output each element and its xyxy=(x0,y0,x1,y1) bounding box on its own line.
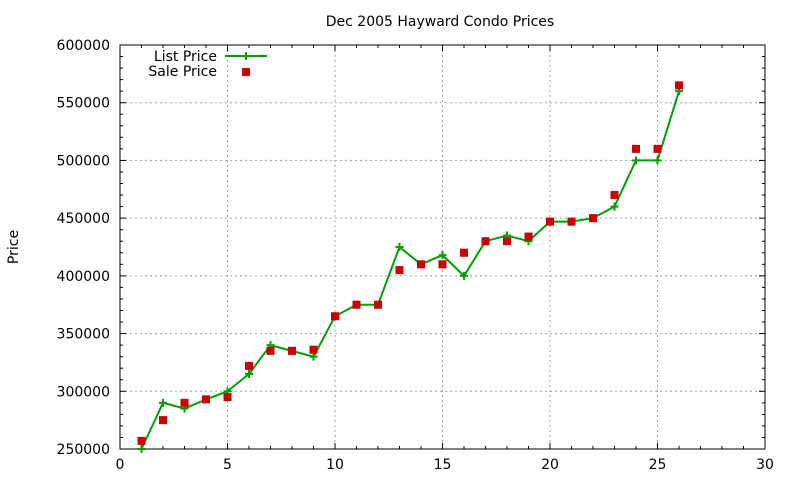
x-tick-label: 10 xyxy=(326,457,344,473)
y-tick-label: 500000 xyxy=(57,153,110,169)
sale-price-point xyxy=(245,361,253,370)
legend-label-sale-price: Sale Price xyxy=(148,64,217,80)
sale-price-point xyxy=(610,191,619,200)
sale-price-point xyxy=(223,393,232,402)
sale-price-point xyxy=(331,312,339,321)
sale-price-point xyxy=(202,395,210,404)
sale-price-point xyxy=(309,345,318,354)
sale-price-point xyxy=(180,398,189,407)
legend-plus-marker xyxy=(242,52,250,60)
sale-price-point xyxy=(395,266,404,275)
y-tick-label: 600000 xyxy=(57,38,110,54)
sale-price-point xyxy=(567,217,576,226)
list-price-point xyxy=(632,156,640,165)
sale-price-point xyxy=(159,416,167,425)
x-tick-label: 0 xyxy=(116,457,125,473)
sale-price-point xyxy=(546,217,554,226)
x-tick-label: 5 xyxy=(223,457,232,473)
legend: List Price Sale Price xyxy=(148,49,267,80)
list-price-point xyxy=(653,156,662,165)
sale-price-point xyxy=(137,436,146,445)
sale-price-point xyxy=(374,300,382,309)
y-tick-label: 400000 xyxy=(57,269,110,285)
list-price-point xyxy=(610,202,619,211)
list-price-line xyxy=(140,90,680,450)
list-price-point xyxy=(245,369,253,378)
chart-title: Dec 2005 Hayward Condo Prices xyxy=(326,14,554,30)
sale-price-point xyxy=(524,232,533,241)
y-tick-label: 300000 xyxy=(57,384,110,400)
sale-price-point xyxy=(352,300,361,309)
x-tick-label: 15 xyxy=(434,457,452,473)
legend-label-list-price: List Price xyxy=(154,49,217,65)
x-tick-label: 30 xyxy=(756,457,774,473)
sale-price-point xyxy=(460,248,468,257)
y-tick-label: 550000 xyxy=(57,96,110,112)
sale-price-point xyxy=(438,260,447,269)
sale-price-point xyxy=(503,237,511,246)
sale-price-point xyxy=(266,346,275,355)
x-tick-label: 20 xyxy=(541,457,559,473)
legend-square-sample xyxy=(242,68,250,76)
y-tick-label: 450000 xyxy=(57,211,110,227)
list-price-point xyxy=(395,243,404,251)
list-price-point xyxy=(309,352,318,361)
list-price-point xyxy=(460,271,468,280)
y-tick-label: 350000 xyxy=(57,327,110,343)
sale-price-point xyxy=(481,237,490,246)
list-price-point xyxy=(137,445,146,453)
list-price-point xyxy=(438,251,447,260)
grid-layer xyxy=(120,45,765,449)
legend-square-marker xyxy=(242,68,250,76)
y-axis-title: Price xyxy=(6,230,22,264)
legend-line-sample xyxy=(225,52,267,60)
sale-price-point xyxy=(675,81,683,90)
sale-price-point xyxy=(417,260,425,269)
list-price-point xyxy=(159,398,167,407)
axis-layer: 0 5 10 15 20 25 30 250000 300000 350000 400000 4500… xyxy=(57,38,774,473)
x-tick-label: 25 xyxy=(649,457,667,473)
sale-price-point xyxy=(589,214,597,223)
sale-price-point xyxy=(288,346,296,355)
sale-price-point xyxy=(653,144,662,153)
sale-price-point xyxy=(632,144,640,153)
series-layer xyxy=(137,81,683,453)
y-tick-label: 250000 xyxy=(57,442,110,458)
